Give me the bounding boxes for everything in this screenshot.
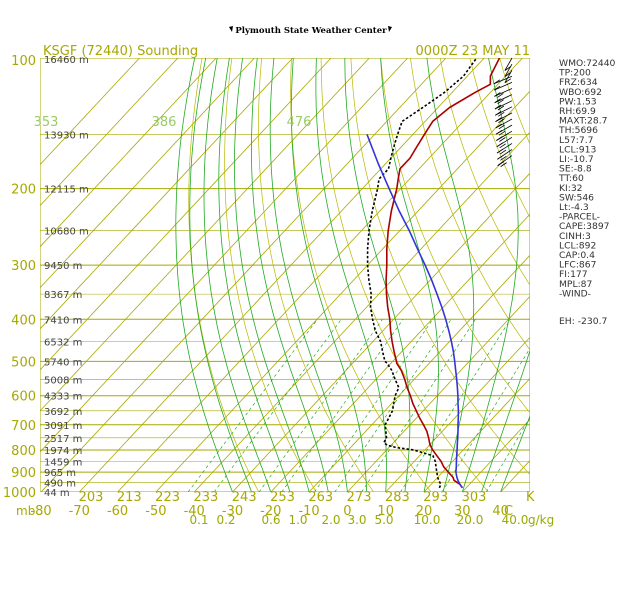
stability-indices: WMO:72440TP:200FRZ:634WBO:692PW:1.53RH:6…	[558, 58, 616, 327]
pressure-tick-label: 1000	[3, 486, 36, 501]
kelvin-tick-label: 203	[79, 490, 104, 505]
header-title-text: Plymouth State Weather Center	[235, 26, 387, 36]
wind-barb-icon	[495, 107, 512, 117]
mixing-ratio-tick-label: 40.0	[502, 513, 529, 527]
kelvin-tick-label: 273	[347, 490, 372, 505]
kelvin-tick-label: 293	[423, 490, 448, 505]
chart-time: 0000Z 23 MAY 11	[415, 44, 530, 59]
mixing-ratio-tick-label: 5.0	[374, 513, 393, 527]
height-label: 7410 m	[44, 315, 82, 326]
pressure-tick-label: 100	[11, 54, 36, 69]
wind-barb-icon	[495, 101, 512, 110]
height-label: 4333 m	[44, 392, 82, 403]
mixing-ratio-tick-label: 10.0	[414, 513, 441, 527]
dry-adiabat	[437, 38, 634, 501]
height-label: 3091 m	[44, 421, 82, 432]
celsius-tick-label: -70	[69, 504, 90, 519]
sounding-series	[367, 58, 500, 488]
kelvin-tick-label: 263	[308, 490, 333, 505]
series-temperature	[386, 58, 499, 488]
height-label: 9450 m	[44, 261, 82, 272]
kelvin-tick-label: 303	[462, 490, 487, 505]
height-label: 5008 m	[44, 375, 82, 386]
dry-adiabat	[225, 38, 322, 501]
mixing-ratio-tick-label: 0.6	[261, 513, 280, 527]
celsius-tick-label: -60	[107, 504, 128, 519]
mixing-ratio-tick-label: 1.0	[288, 513, 307, 527]
height-label: 6532 m	[44, 337, 82, 348]
moist-adiabat	[316, 58, 387, 492]
celsius-tick-label: -80	[30, 504, 51, 519]
kelvin-tick-label: 243	[232, 490, 257, 505]
mixing-ratio-tick-label: 20.0	[457, 513, 484, 527]
pressure-tick-label: 300	[11, 259, 36, 274]
mixing-ratio-line	[315, 319, 433, 492]
pressure-tick-label: 800	[11, 444, 36, 459]
pressure-tick-label: 400	[11, 313, 36, 328]
axis-labels: KSGF (72440) Sounding 0000Z 23 MAY 11 10…	[3, 44, 554, 527]
kelvin-tick-label: 283	[385, 490, 410, 505]
moist-adiabat	[427, 58, 474, 492]
moist-adiabat	[345, 58, 410, 492]
celsius-tick-label: -50	[145, 504, 166, 519]
isotherm-line	[118, 58, 523, 492]
dry-adiabat	[610, 38, 634, 501]
header-title: Plymouth State Weather Center	[229, 26, 392, 36]
index-entry: -WIND-	[559, 288, 591, 299]
series-parcel	[367, 134, 462, 487]
height-label: 2517 m	[44, 434, 82, 445]
mixing-ratio-line	[400, 319, 510, 492]
pressure-tick-label: 700	[11, 419, 36, 434]
index-entry: EH: -230.7	[559, 316, 608, 327]
height-label: 13930 m	[44, 130, 89, 141]
mixing-ratio-line	[259, 319, 382, 492]
height-label: 3692 m	[44, 407, 82, 418]
pressure-tick-label: 500	[11, 355, 36, 370]
dry-adiabat	[321, 38, 497, 501]
mixing-ratio-unit-label: g/kg	[528, 513, 554, 527]
pressure-tick-label: 200	[11, 183, 36, 198]
theta-label: 353	[34, 115, 59, 130]
kelvin-tick-label: 253	[270, 490, 295, 505]
moist-adiabat	[190, 58, 252, 492]
isotherm-line	[194, 58, 599, 492]
mixing-ratio-tick-label: 0.1	[189, 513, 208, 527]
kelvin-tick-label: 213	[117, 490, 142, 505]
height-label: 10680 m	[44, 227, 89, 238]
height-label: 1974 m	[44, 446, 82, 457]
pressure-tick-label: 900	[11, 466, 36, 481]
theta-label: 476	[287, 115, 312, 130]
height-label: 12115 m	[44, 185, 89, 196]
mixing-ratio-tick-label: 2.0	[321, 513, 340, 527]
dry-adiabat	[291, 38, 439, 501]
height-label: 1459 m	[44, 457, 82, 468]
pressure-tick-label: 600	[11, 390, 36, 405]
mixing-ratio-tick-label: 0.2	[216, 513, 235, 527]
height-label: 8367 m	[44, 290, 82, 301]
moist-adiabat	[462, 58, 518, 492]
moist-adiabat	[176, 58, 233, 492]
height-label: 44 m	[44, 488, 70, 499]
theta-label: 386	[152, 115, 177, 130]
grid-lines	[0, 38, 634, 501]
dry-adiabat	[466, 38, 634, 501]
moist-adiabat	[204, 58, 271, 492]
mixing-ratio-line	[188, 319, 317, 492]
height-label: 5740 m	[44, 357, 82, 368]
wind-barb-icon	[505, 58, 512, 70]
plot-frame	[40, 58, 530, 492]
kelvin-tick-label: 223	[155, 490, 180, 505]
isotherm-line	[41, 58, 446, 492]
kelvin-unit-label: K	[526, 490, 535, 505]
height-label: 16460 m	[44, 55, 89, 66]
wind-barb-icon	[494, 82, 512, 90]
mixing-ratio-line	[486, 319, 587, 492]
mixing-ratio-tick-label: 3.0	[347, 513, 366, 527]
kelvin-tick-label: 233	[193, 490, 218, 505]
